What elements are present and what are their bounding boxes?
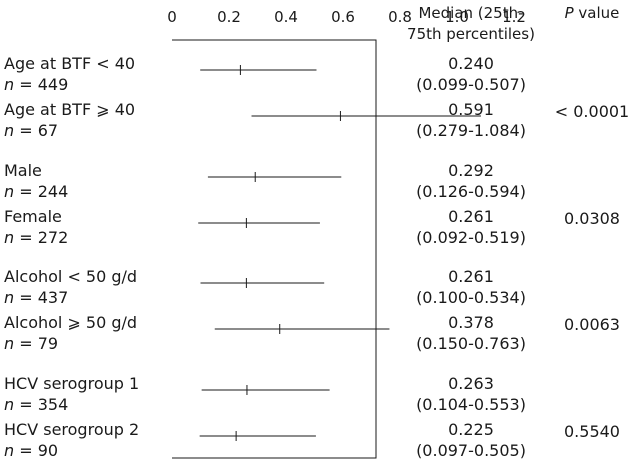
row-label: HCV serogroup 2 xyxy=(4,420,139,439)
percentile-range: (0.126-0.594) xyxy=(416,182,526,201)
row-label: Age at BTF ⩾ 40 xyxy=(4,100,135,119)
x-tick-label: 0 xyxy=(167,8,177,26)
row-label: Alcohol < 50 g/d xyxy=(4,267,137,286)
row-label: HCV serogroup 1 xyxy=(4,374,139,393)
row-n: n = 437 xyxy=(4,288,68,307)
p-value-header-rest: value xyxy=(574,4,620,22)
percentile-range: (0.092-0.519) xyxy=(416,228,526,247)
x-tick-label: 1.0 xyxy=(445,8,469,26)
p-value: < 0.0001 xyxy=(555,102,629,121)
median-value: 0.261 xyxy=(448,207,494,226)
row-n: n = 272 xyxy=(4,228,68,247)
percentile-range: (0.150-0.763) xyxy=(416,334,526,353)
percentile-range: (0.279-1.084) xyxy=(416,121,526,140)
row-n: n = 244 xyxy=(4,182,68,201)
median-value: 0.263 xyxy=(448,374,494,393)
row-n: n = 449 xyxy=(4,75,68,94)
x-tick-label: 0.8 xyxy=(388,8,412,26)
row-label: Female xyxy=(4,207,62,226)
p-value: 0.0308 xyxy=(564,209,620,228)
median-value: 0.292 xyxy=(448,161,494,180)
p-value-header: P value xyxy=(565,4,620,22)
median-value: 0.591 xyxy=(448,100,494,119)
x-tick-label: 0.2 xyxy=(217,8,241,26)
x-tick-label: 1.2 xyxy=(502,8,526,26)
x-tick-label: 0.4 xyxy=(274,8,298,26)
percentile-range: (0.104-0.553) xyxy=(416,395,526,414)
median-value: 0.225 xyxy=(448,420,494,439)
row-label: Age at BTF < 40 xyxy=(4,54,135,73)
row-label: Male xyxy=(4,161,42,180)
percentile-range: (0.100-0.534) xyxy=(416,288,526,307)
row-n: n = 79 xyxy=(4,334,58,353)
p-value: 0.0063 xyxy=(564,315,620,334)
p-value: 0.5540 xyxy=(564,422,620,441)
row-n: n = 354 xyxy=(4,395,68,414)
row-n: n = 67 xyxy=(4,121,58,140)
row-label: Alcohol ⩾ 50 g/d xyxy=(4,313,137,332)
row-n: n = 90 xyxy=(4,441,58,460)
median-value: 0.240 xyxy=(448,54,494,73)
axis-frame xyxy=(172,39,377,459)
median-header-line1: Median (25th- xyxy=(418,4,523,22)
percentile-range: (0.097-0.505) xyxy=(416,441,526,460)
percentile-range: (0.099-0.507) xyxy=(416,75,526,94)
median-value: 0.261 xyxy=(448,267,494,286)
x-tick-label: 0.6 xyxy=(331,8,355,26)
median-header-line2: 75th percentiles) xyxy=(407,25,535,43)
p-value-header-p: P xyxy=(565,4,575,22)
median-value: 0.378 xyxy=(448,313,494,332)
